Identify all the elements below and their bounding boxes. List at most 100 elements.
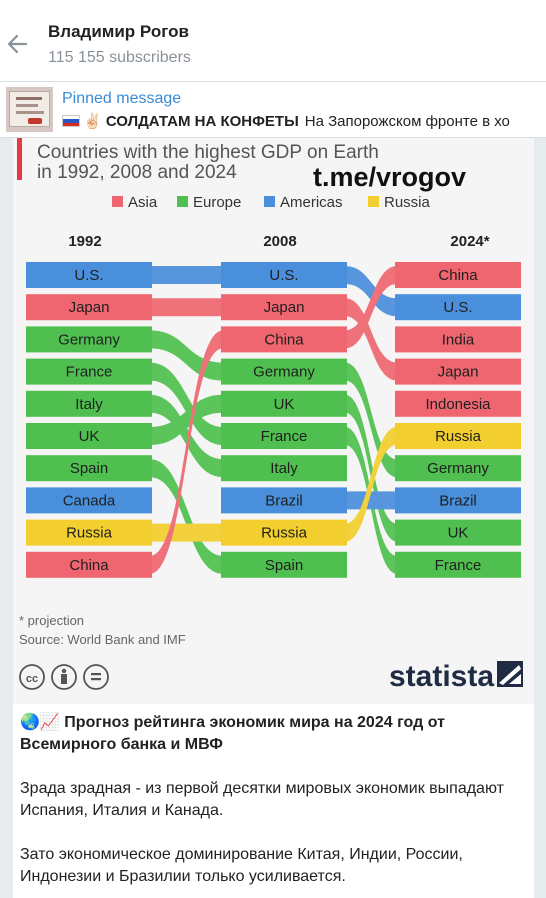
rank-box: China xyxy=(26,551,152,578)
pinned-message-bar[interactable]: Pinned message ✌🏻 СОЛДАТАМ НА КОНФЕТЫ На … xyxy=(0,82,546,138)
legend-swatch-americas xyxy=(264,196,275,207)
rank-box-bg xyxy=(221,390,347,417)
rank-box-label: UK xyxy=(274,396,295,413)
title-accent-bar xyxy=(17,138,22,180)
rank-box-label: China xyxy=(264,331,304,348)
rank-box: UK xyxy=(395,519,521,546)
rank-box-label: Italy xyxy=(270,460,298,477)
legend-label-asia: Asia xyxy=(128,194,158,211)
rank-box: Brazil xyxy=(221,487,347,514)
rank-box: Russia xyxy=(221,519,347,546)
pinned-preview: ✌🏻 СОЛДАТАМ НА КОНФЕТЫ На Запорожском фро… xyxy=(62,112,510,130)
chart-title-line-1: Countries with the highest GDP on Earth xyxy=(37,142,379,163)
channel-title[interactable]: Владимир Рогов xyxy=(48,22,189,41)
rank-box: India xyxy=(395,326,521,353)
arrow-left-icon xyxy=(7,34,28,54)
rank-box-label: Spain xyxy=(70,460,108,477)
rank-box: Germany xyxy=(221,358,347,385)
rank-box-bg xyxy=(395,262,521,288)
subscriber-count: 115 155 subscribers xyxy=(48,49,191,66)
gdp-ranking-chart[interactable]: Countries with the highest GDP on Earth i… xyxy=(13,138,534,704)
rank-box: Italy xyxy=(26,390,152,417)
ribbon-us-0 xyxy=(150,266,223,284)
rank-box: Indonesia xyxy=(395,390,521,417)
rank-box-bg xyxy=(26,551,152,578)
rank-box: Germany xyxy=(395,455,521,482)
rank-box-bg xyxy=(395,551,521,578)
pinned-snippet: На Запорожском фронте в хо xyxy=(304,113,510,130)
rank-box-bg xyxy=(26,390,152,417)
rank-box: China xyxy=(221,326,347,353)
ribbon-italy-0 xyxy=(150,394,223,478)
ribbon-spain-0 xyxy=(150,459,223,574)
post-headline: 🌏📈 Прогноз рейтинга экономик мира на 202… xyxy=(20,714,445,753)
chart-footnote: * projection xyxy=(19,613,84,628)
rank-box-bg xyxy=(26,358,152,385)
rank-box: Canada xyxy=(26,487,152,514)
rank-box-label: U.S. xyxy=(269,267,298,284)
rank-box-bg xyxy=(26,455,152,482)
rank-box-bg xyxy=(221,262,347,288)
rank-box-label: Spain xyxy=(265,557,303,574)
ribbon-france-0 xyxy=(150,362,223,445)
channel-post: Countries with the highest GDP on Earth i… xyxy=(13,138,534,898)
ribbon-japan-1 xyxy=(345,298,397,381)
ribbon-germany-1 xyxy=(345,362,397,478)
ribbon-brazil-1 xyxy=(345,491,397,510)
rank-box: Japan xyxy=(221,294,347,321)
ribbon-russia-1 xyxy=(345,427,397,542)
legend-swatch-russia xyxy=(368,196,379,207)
rank-box-bg xyxy=(395,358,521,385)
column-header-2: 2024* xyxy=(450,233,489,250)
rank-box: Japan xyxy=(26,294,152,321)
noderivs-icon xyxy=(83,664,109,690)
column-header-0: 1992 xyxy=(68,233,101,250)
legend-label-americas: Americas xyxy=(280,194,343,211)
rank-box-label: U.S. xyxy=(443,299,472,316)
rank-box-bg xyxy=(395,423,521,449)
legend-swatch-europe xyxy=(177,196,188,207)
rank-box-label: Japan xyxy=(69,299,110,316)
rank-box-bg xyxy=(26,294,152,321)
ribbon-uk-1 xyxy=(345,394,397,542)
ribbon-uk-0 xyxy=(150,394,223,445)
rank-box-bg xyxy=(26,262,152,288)
statista-logo-text: statista xyxy=(389,660,494,693)
rank-box-bg xyxy=(221,423,347,449)
legend-label-russia: Russia xyxy=(384,194,431,211)
rank-box-bg xyxy=(221,455,347,482)
rank-box-bg xyxy=(26,423,152,449)
rank-box: Spain xyxy=(26,455,152,482)
rank-box-label: Russia xyxy=(66,525,113,542)
ribbon-japan-0 xyxy=(150,298,223,317)
ribbon-china-1 xyxy=(345,266,397,349)
ribbon-russia-0 xyxy=(150,523,223,542)
rank-box: Spain xyxy=(221,551,347,578)
statista-logo-icon xyxy=(497,661,523,687)
rank-box-label: Russia xyxy=(435,428,482,445)
rank-box-label: France xyxy=(66,364,113,381)
back-button[interactable] xyxy=(4,28,32,60)
legend-swatch-asia xyxy=(112,196,123,207)
chart-title-line-2: in 1992, 2008 and 2024 xyxy=(37,162,237,183)
ribbon-china-0 xyxy=(150,330,223,574)
column-header-1: 2008 xyxy=(263,233,296,250)
rank-box-bg xyxy=(221,294,347,321)
rank-box-bg xyxy=(221,487,347,514)
rank-box-label: India xyxy=(442,331,475,348)
rank-box-label: China xyxy=(438,267,478,284)
pinned-thumbnail xyxy=(6,87,53,132)
rank-box-label: UK xyxy=(79,428,100,445)
rank-box: France xyxy=(395,551,521,578)
rank-box-bg xyxy=(26,487,152,514)
cc-icon: cc xyxy=(19,664,45,690)
channel-header: Владимир Рогов 115 155 subscribers xyxy=(0,0,546,82)
pinned-title: ✌🏻 СОЛДАТАМ НА КОНФЕТЫ xyxy=(83,113,299,130)
rank-box: China xyxy=(395,262,521,288)
rank-box-bg xyxy=(221,326,347,353)
rank-box: UK xyxy=(26,423,152,449)
attribution-icon xyxy=(51,664,77,690)
post-paragraph-1: Зрада зрадная - из первой десятки мировы… xyxy=(20,780,504,819)
rank-box-bg xyxy=(395,519,521,546)
rank-box: UK xyxy=(221,390,347,417)
